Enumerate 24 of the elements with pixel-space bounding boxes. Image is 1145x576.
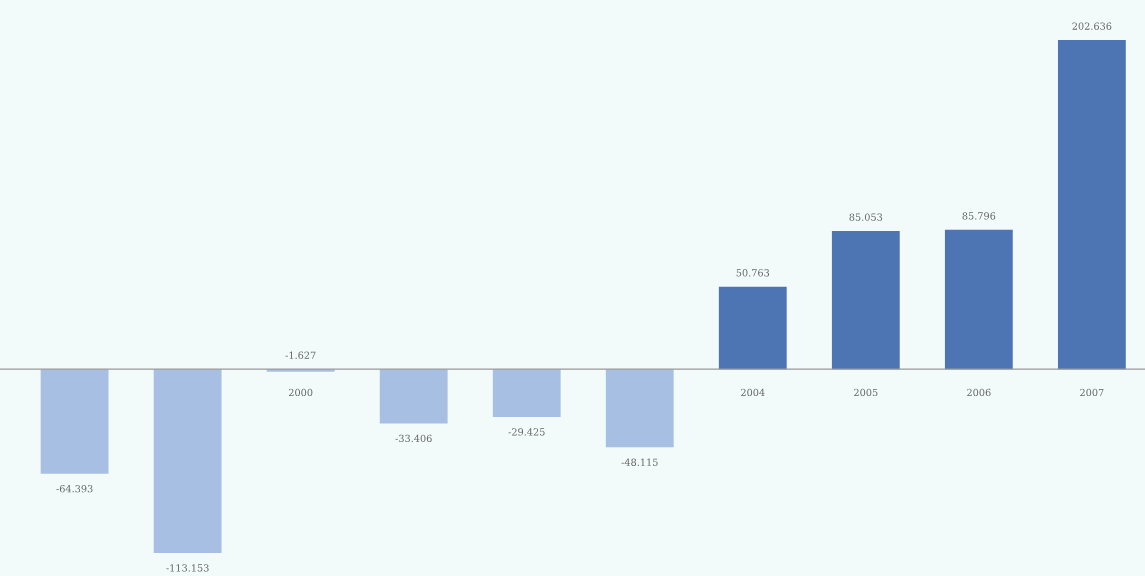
bar xyxy=(492,369,561,417)
bar xyxy=(718,286,787,370)
x-tick-label: 2006 xyxy=(967,388,991,397)
bar xyxy=(153,369,222,553)
data-label: 202.636 xyxy=(1072,22,1112,30)
data-label: 85.796 xyxy=(962,212,996,220)
data-label: -64.393 xyxy=(56,485,93,493)
x-tick-label: 2005 xyxy=(854,388,878,397)
data-label: -48.115 xyxy=(621,458,658,466)
x-tick-label: 2000 xyxy=(288,388,313,397)
x-tick-label: 2004 xyxy=(741,388,765,397)
data-label: -33.406 xyxy=(395,434,432,443)
data-label: 85.053 xyxy=(849,213,883,221)
bar xyxy=(605,369,674,448)
x-tick-label: 2007 xyxy=(1080,388,1104,397)
data-label: -113.153 xyxy=(166,564,209,572)
bar xyxy=(40,369,109,474)
data-label: -29.425 xyxy=(508,428,545,436)
bar xyxy=(944,229,1013,370)
bar xyxy=(379,369,448,424)
bar xyxy=(1057,40,1126,370)
data-label: 50.763 xyxy=(736,269,770,277)
data-label: -1.627 xyxy=(285,351,316,359)
bar xyxy=(831,230,900,370)
